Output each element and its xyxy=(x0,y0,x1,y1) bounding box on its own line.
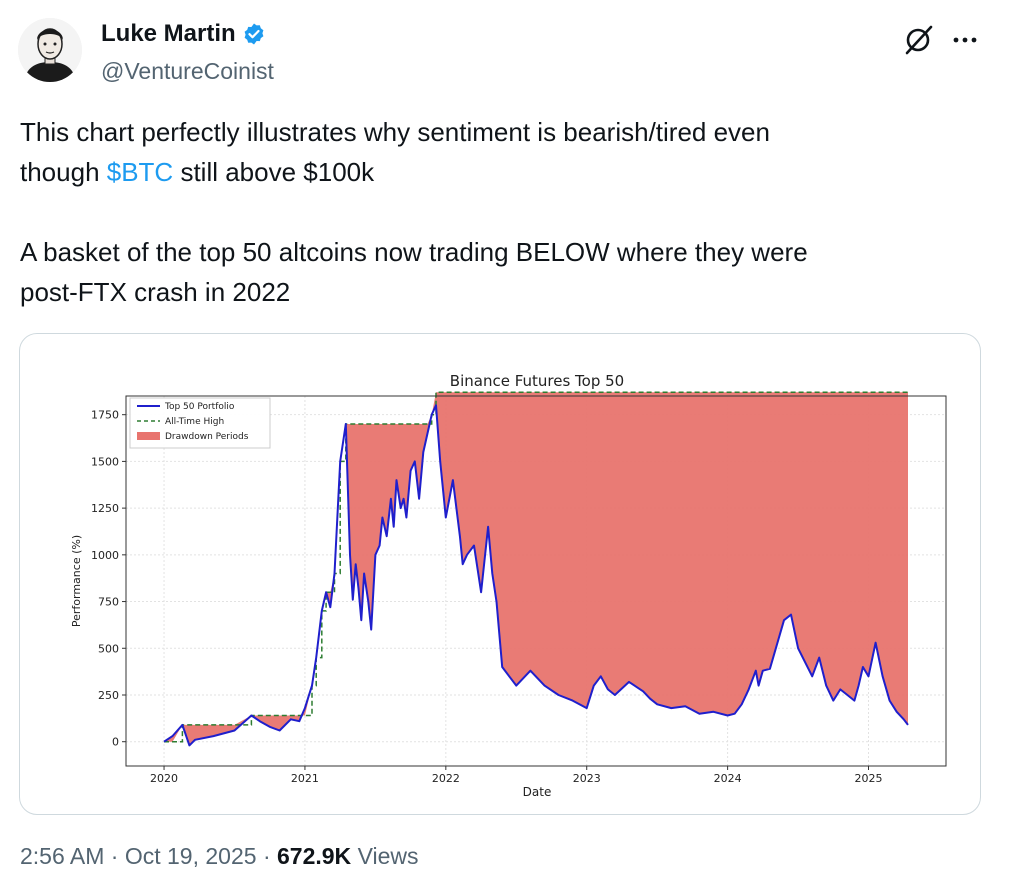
drawdown-fill xyxy=(164,392,908,746)
tweet-time[interactable]: 2:56 AM xyxy=(20,843,105,869)
y-tick-label: 250 xyxy=(98,689,119,702)
x-tick-label: 2023 xyxy=(573,772,601,785)
tweet-text-part1: This chart perfectly illustrates why sen… xyxy=(20,117,770,187)
x-tick-label: 2022 xyxy=(432,772,460,785)
cashtag-link[interactable]: $BTC xyxy=(106,157,174,187)
legend-label-ath: All-Time High xyxy=(165,417,224,427)
x-tick-label: 2021 xyxy=(291,772,319,785)
avatar-image xyxy=(18,18,82,82)
y-tick-label: 1500 xyxy=(91,455,119,468)
x-tick-label: 2025 xyxy=(855,772,883,785)
tweet-text: This chart perfectly illustrates why sen… xyxy=(20,112,980,312)
y-tick-label: 1000 xyxy=(91,549,119,562)
x-tick-label: 2020 xyxy=(150,772,178,785)
legend-label-drawdown: Drawdown Periods xyxy=(165,432,249,442)
meta-separator: · xyxy=(110,843,125,869)
chart-title: Binance Futures Top 50 xyxy=(450,372,624,390)
y-tick-label: 750 xyxy=(98,596,119,609)
portfolio-line-group xyxy=(163,404,909,747)
meta-separator: · xyxy=(262,843,277,869)
legend-swatch-drawdown xyxy=(137,432,160,440)
verified-badge-icon[interactable] xyxy=(242,22,266,46)
legend: Top 50 Portfolio All-Time High Drawdown … xyxy=(129,397,271,449)
y-tick-label: 1250 xyxy=(91,502,119,515)
grok-slash-icon[interactable] xyxy=(900,22,936,58)
tweet-text-paragraph2: A basket of the top 50 altcoins now trad… xyxy=(20,237,808,307)
y-tick-label: 1750 xyxy=(91,409,119,422)
x-ticks: 2020 2021 2022 2023 2024 2025 xyxy=(150,766,883,785)
views-count: 672.9K xyxy=(277,843,352,869)
legend-label-portfolio: Top 50 Portfolio xyxy=(164,402,235,412)
drawdown-area xyxy=(164,392,908,746)
tweet-text-part2: still above $100k xyxy=(173,157,375,187)
avatar[interactable] xyxy=(18,18,82,82)
views-label: Views xyxy=(357,843,419,869)
portfolio-line xyxy=(163,404,909,747)
tweet-date[interactable]: Oct 19, 2025 xyxy=(124,843,257,869)
author-handle[interactable]: @VentureCoinist xyxy=(101,58,274,84)
author-name-row[interactable]: Luke Martin xyxy=(101,20,266,48)
x-axis-label: Date xyxy=(523,785,552,799)
tweet-meta: 2:56 AM · Oct 19, 2025 · 672.9K Views xyxy=(20,843,419,870)
plot-frame xyxy=(125,395,947,767)
y-ticks: 0 250 500 750 1000 1250 1500 1750 xyxy=(91,409,126,749)
author-name[interactable]: Luke Martin xyxy=(101,20,236,47)
y-tick-label: 0 xyxy=(112,736,119,749)
y-axis-label: Performance (%) xyxy=(70,535,83,627)
x-tick-label: 2024 xyxy=(714,772,742,785)
y-tick-label: 500 xyxy=(98,642,119,655)
more-dots-icon[interactable] xyxy=(948,22,982,56)
chart-image[interactable]: 0 250 500 750 1000 1250 1500 1750 2020 2021 2022 2… xyxy=(19,333,981,815)
